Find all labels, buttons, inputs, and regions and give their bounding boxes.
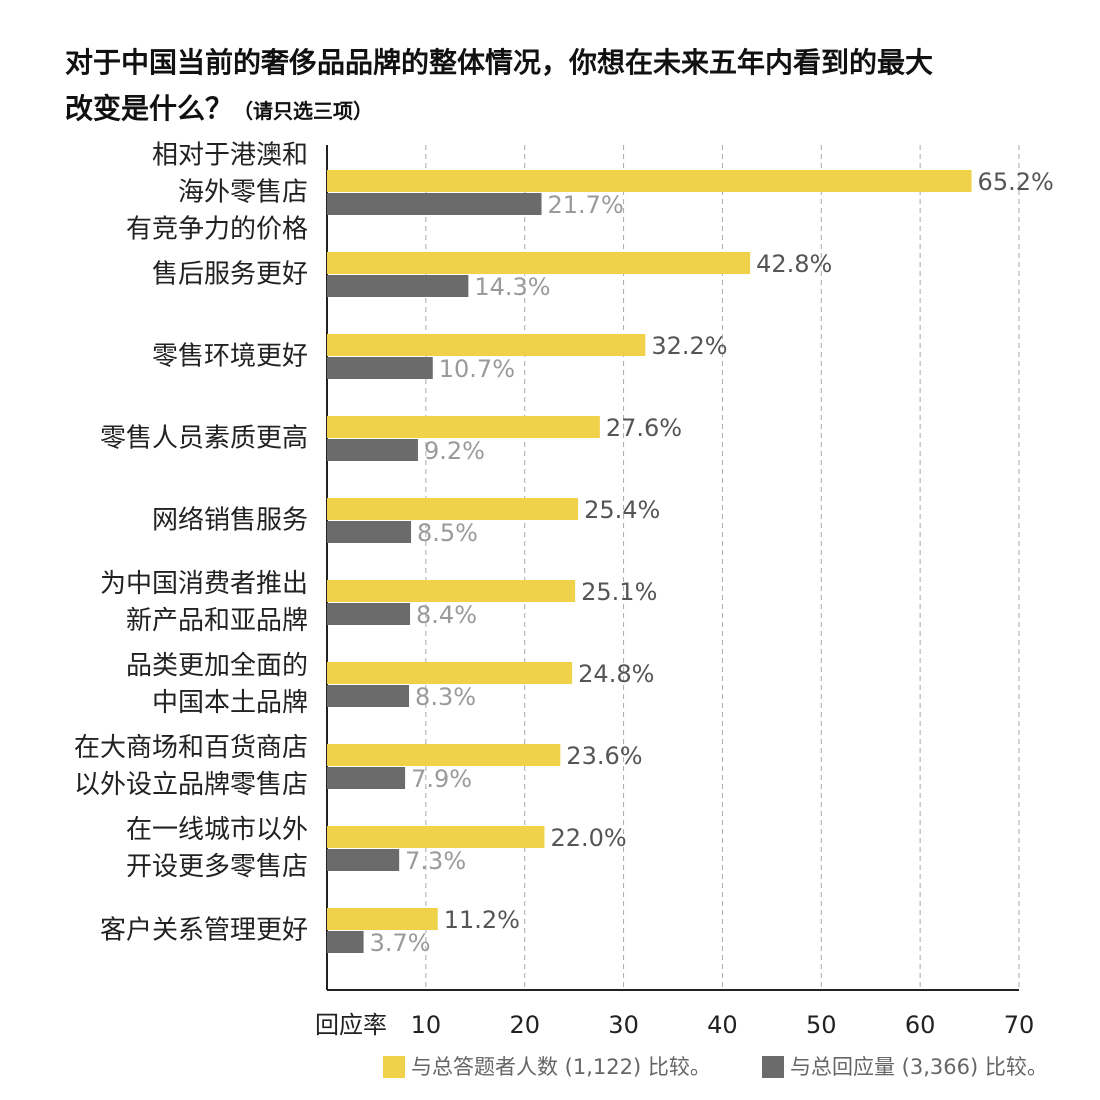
value-label: 32.2%: [651, 332, 727, 360]
bar: [327, 193, 542, 215]
value-label: 3.7%: [370, 929, 431, 957]
value-label: 8.5%: [417, 519, 478, 547]
bar: [327, 252, 751, 274]
value-label: 27.6%: [606, 414, 682, 442]
x-axis-label: 回应率: [315, 1011, 387, 1039]
bar: [327, 826, 545, 848]
x-tick-label: 10: [411, 1011, 442, 1039]
bar: [327, 767, 406, 789]
bar: [327, 744, 561, 766]
value-label: 21.7%: [548, 191, 624, 219]
value-label: 22.0%: [550, 824, 626, 852]
value-label: 8.4%: [416, 601, 477, 629]
y-tick-label: 售后服务更好: [151, 259, 308, 290]
value-label: 7.3%: [405, 847, 466, 875]
bar: [327, 170, 972, 192]
value-label: 25.1%: [581, 578, 657, 606]
bar: [327, 603, 411, 625]
value-label: 24.8%: [578, 660, 654, 688]
bar: [327, 662, 573, 684]
x-tick-label: 20: [509, 1011, 540, 1039]
x-tick-label: 60: [905, 1011, 936, 1039]
value-label: 7.9%: [411, 765, 472, 793]
value-label: 8.3%: [415, 683, 476, 711]
bar: [327, 357, 433, 379]
y-tick-label: 零售环境更好: [151, 341, 308, 372]
y-tick-label: 品类更加全面的 中国本土品牌: [125, 651, 308, 718]
legend-swatch: [762, 1056, 784, 1078]
y-tick-label: 在大商场和百货商店 以外设立品牌零售店: [73, 733, 308, 800]
y-tick-label: 相对于港澳和 海外零售店 有竞争力的价格: [125, 140, 308, 245]
x-tick-label: 30: [608, 1011, 639, 1039]
value-label: 65.2%: [978, 168, 1054, 196]
y-tick-label: 为中国消费者推出 新产品和亚品牌: [99, 569, 308, 636]
bar: [327, 334, 646, 356]
x-tick-label: 40: [707, 1011, 738, 1039]
bar: [327, 908, 438, 930]
y-tick-label: 在一线城市以外 开设更多零售店: [125, 815, 308, 882]
x-tick-label: 70: [1004, 1011, 1035, 1039]
value-label: 11.2%: [444, 906, 520, 934]
legend-label: 与总回应量 (3,366) 比较。: [790, 1055, 1048, 1079]
value-label: 23.6%: [566, 742, 642, 770]
legend-swatch: [383, 1056, 405, 1078]
bar: [327, 416, 600, 438]
y-tick-label: 零售人员素质更高: [99, 423, 308, 454]
legend-label: 与总答题者人数 (1,122) 比较。: [411, 1055, 711, 1079]
chart-title: 对于中国当前的奢侈品品牌的整体情况，你想在未来五年内看到的最大 改变是什么？: [65, 46, 934, 125]
bar: [327, 521, 412, 543]
chart-subtitle: （请只选三项）: [233, 99, 374, 123]
y-tick-label: 客户关系管理更好: [99, 915, 308, 946]
y-tick-label: 网络销售服务: [151, 505, 308, 536]
bar: [327, 580, 576, 602]
value-label: 10.7%: [439, 355, 515, 383]
bar: [327, 275, 469, 297]
bar: [327, 849, 400, 871]
x-tick-label: 50: [806, 1011, 837, 1039]
value-label: 9.2%: [424, 437, 485, 465]
bar: [327, 439, 418, 461]
value-label: 25.4%: [584, 496, 660, 524]
chart-title-block: 对于中国当前的奢侈品品牌的整体情况，你想在未来五年内看到的最大 改变是什么？（请…: [65, 40, 1065, 134]
bar: [327, 685, 410, 707]
bar: [327, 931, 364, 953]
value-label: 14.3%: [474, 273, 550, 301]
value-label: 42.8%: [756, 250, 832, 278]
bar: [327, 498, 579, 520]
